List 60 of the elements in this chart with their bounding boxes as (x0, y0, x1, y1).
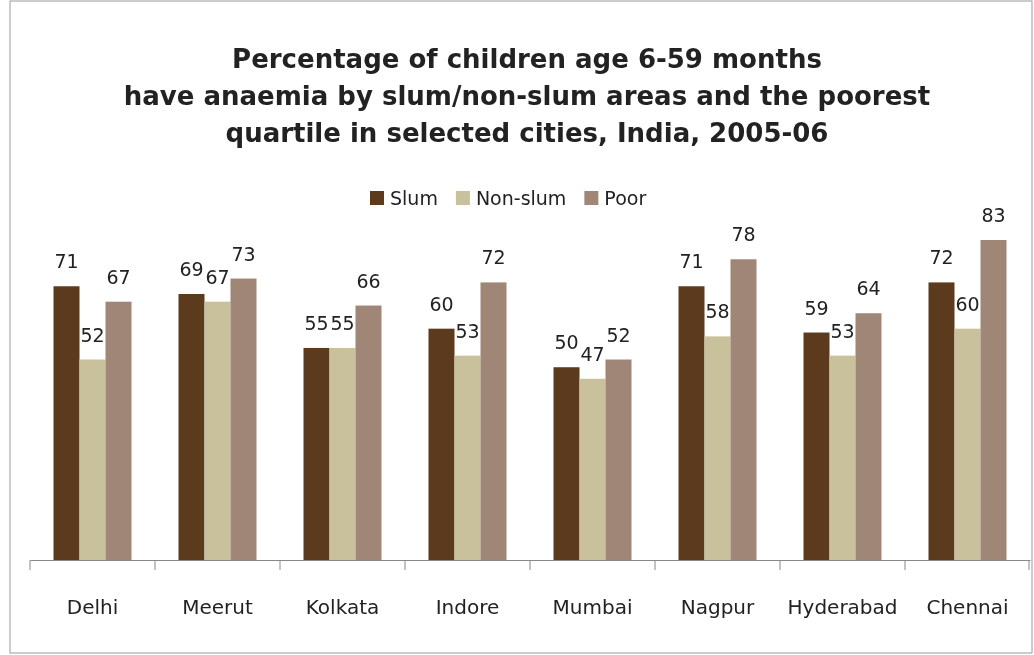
data-label: 47 (580, 342, 605, 365)
x-tick-label: Mumbai (552, 595, 633, 620)
bar (355, 305, 382, 560)
bar (605, 359, 632, 560)
data-label: 71 (679, 250, 704, 273)
x-tick-label: Delhi (66, 595, 119, 620)
data-label: 53 (830, 319, 855, 342)
data-label: 53 (455, 319, 480, 342)
legend-label: Poor (604, 187, 647, 209)
data-label: 83 (981, 204, 1006, 226)
bar (428, 328, 455, 560)
data-label: 52 (80, 323, 105, 346)
chart-title: Percentage of children age 6-59 months have anaemia by slum/non-slum areas and the poorest quartile in selected cities, India, 2005-06 (123, 44, 931, 148)
x-tick-label: Nagpur (680, 595, 756, 620)
data-label: 60 (429, 292, 454, 315)
data-label: 55 (330, 311, 355, 334)
legend-label: Non-slum (475, 187, 567, 209)
data-label: 64 (856, 277, 881, 300)
data-label: 72 (481, 246, 506, 269)
bar (553, 367, 580, 560)
bar (178, 293, 205, 560)
x-tick-label: Indore (435, 595, 500, 620)
data-label: 72 (929, 246, 954, 269)
x-tick-label: Chennai (926, 595, 1009, 620)
x-tick-label: Hyderabad (787, 595, 898, 620)
bar (204, 301, 231, 560)
bar (230, 278, 257, 560)
bar (803, 332, 830, 560)
bar (855, 313, 882, 560)
bar (829, 355, 856, 560)
data-label: 67 (106, 265, 131, 288)
data-label: 66 (356, 269, 381, 292)
data-label: 55 (304, 311, 329, 334)
data-label: 73 (231, 242, 256, 265)
bar (79, 359, 106, 560)
bar (678, 286, 705, 560)
bar (105, 301, 132, 560)
data-label: 71 (54, 250, 79, 273)
bar (980, 240, 1007, 560)
legend-label: Slum (390, 187, 438, 209)
bar (704, 336, 731, 560)
data-label: 78 (731, 223, 756, 246)
bar (329, 347, 356, 560)
data-label: 60 (955, 292, 980, 315)
data-label: 50 (554, 331, 579, 354)
bar (480, 282, 507, 560)
bar (730, 259, 757, 560)
bar (928, 282, 955, 560)
x-tick-label: Kolkata (305, 595, 380, 620)
data-label: 52 (606, 323, 631, 346)
bar (954, 328, 981, 560)
bar (454, 355, 481, 560)
data-label: 67 (205, 265, 230, 288)
bar (53, 286, 80, 560)
x-tick-label: Meerut (182, 595, 253, 620)
bar (303, 347, 330, 560)
bar (579, 378, 606, 560)
data-label: 58 (705, 300, 730, 323)
data-label: 59 (804, 296, 829, 319)
data-label: 69 (179, 257, 204, 280)
